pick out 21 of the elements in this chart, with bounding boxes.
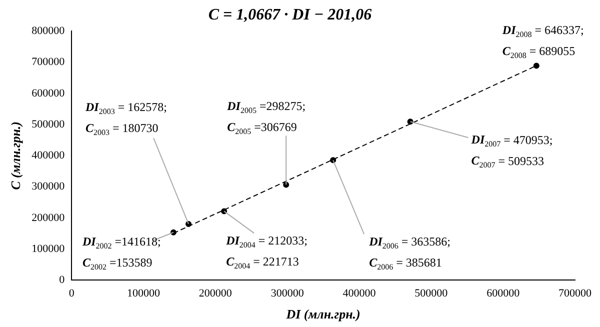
y-tick-label: 800000: [32, 25, 66, 38]
x-tick-label: 500000: [414, 288, 448, 300]
point: [533, 62, 540, 69]
y-tick-label: 700000: [32, 56, 66, 68]
x-tick-label: 400000: [342, 288, 376, 300]
x-tick-label: 700000: [558, 288, 592, 300]
y-tick-label: 0: [59, 274, 66, 286]
y-axis-title: C (млн.грн.): [8, 122, 24, 190]
x-axis-title: DI (млн.грн.): [285, 306, 360, 322]
y-tick-label: 200000: [32, 212, 66, 224]
y-tick-label: 300000: [32, 180, 66, 193]
x-tick-label: 100000: [127, 288, 161, 300]
x-tick-label: 200000: [198, 288, 232, 300]
y-tick-label: 400000: [32, 150, 66, 162]
y-tick-label: 500000: [32, 118, 66, 130]
x-tick-label: 0: [68, 288, 75, 300]
x-tick-label: 300000: [270, 288, 304, 300]
chart-title: C = 1,0667 · DI − 201,06: [208, 6, 372, 24]
y-tick-label: 100000: [32, 242, 66, 255]
x-tick-label: 600000: [486, 288, 520, 300]
y-tick-label: 600000: [32, 87, 66, 100]
